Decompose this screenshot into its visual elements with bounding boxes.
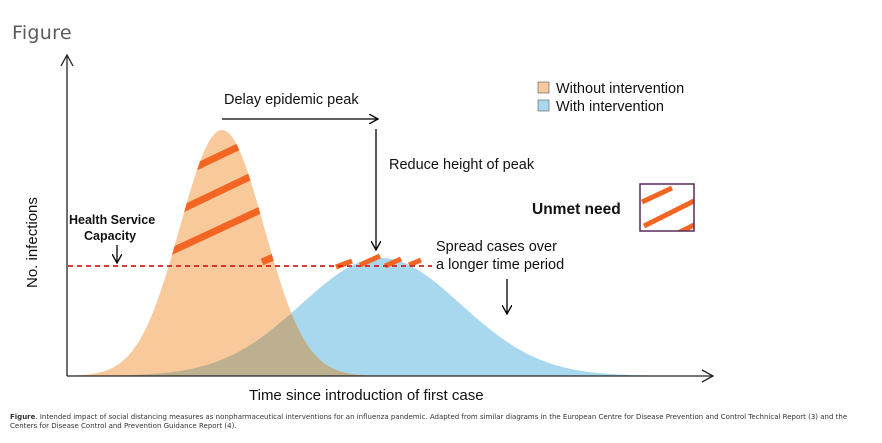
- with-intervention-area: [68, 258, 700, 376]
- legend-swatch-without: [537, 81, 550, 94]
- x-axis-label: Time since introduction of first case: [249, 387, 484, 404]
- axes: [60, 53, 715, 383]
- y-axis-label: No. infections: [24, 197, 41, 288]
- epidemic-curve-chart: Delay epidemic peak Reduce height of pea…: [24, 53, 715, 404]
- overlap-area: [68, 314, 700, 376]
- figure-heading: Figure: [12, 22, 72, 44]
- unmet-need-label: Unmet need: [532, 201, 621, 218]
- unmet-need-swatch: [639, 183, 695, 232]
- caption-text: . Intended impact of social distancing m…: [10, 413, 848, 430]
- unmet-need-key: Unmet need: [532, 183, 695, 232]
- spread-cases-label-2: a longer time period: [436, 257, 564, 273]
- caption-label: Figure: [10, 413, 36, 421]
- capacity-label-2: Capacity: [84, 229, 136, 243]
- spread-cases-label-1: Spread cases over: [436, 239, 557, 255]
- legend-swatch-with: [537, 99, 550, 112]
- legend: Without intervention With intervention: [537, 81, 684, 115]
- figure-caption: Figure. Intended impact of social distan…: [10, 413, 872, 431]
- legend-label-without: Without intervention: [556, 81, 684, 97]
- delay-peak-label: Delay epidemic peak: [224, 92, 359, 108]
- capacity-label-1: Health Service: [69, 213, 155, 227]
- reduce-peak-label: Reduce height of peak: [389, 157, 535, 173]
- legend-label-with: With intervention: [556, 99, 664, 115]
